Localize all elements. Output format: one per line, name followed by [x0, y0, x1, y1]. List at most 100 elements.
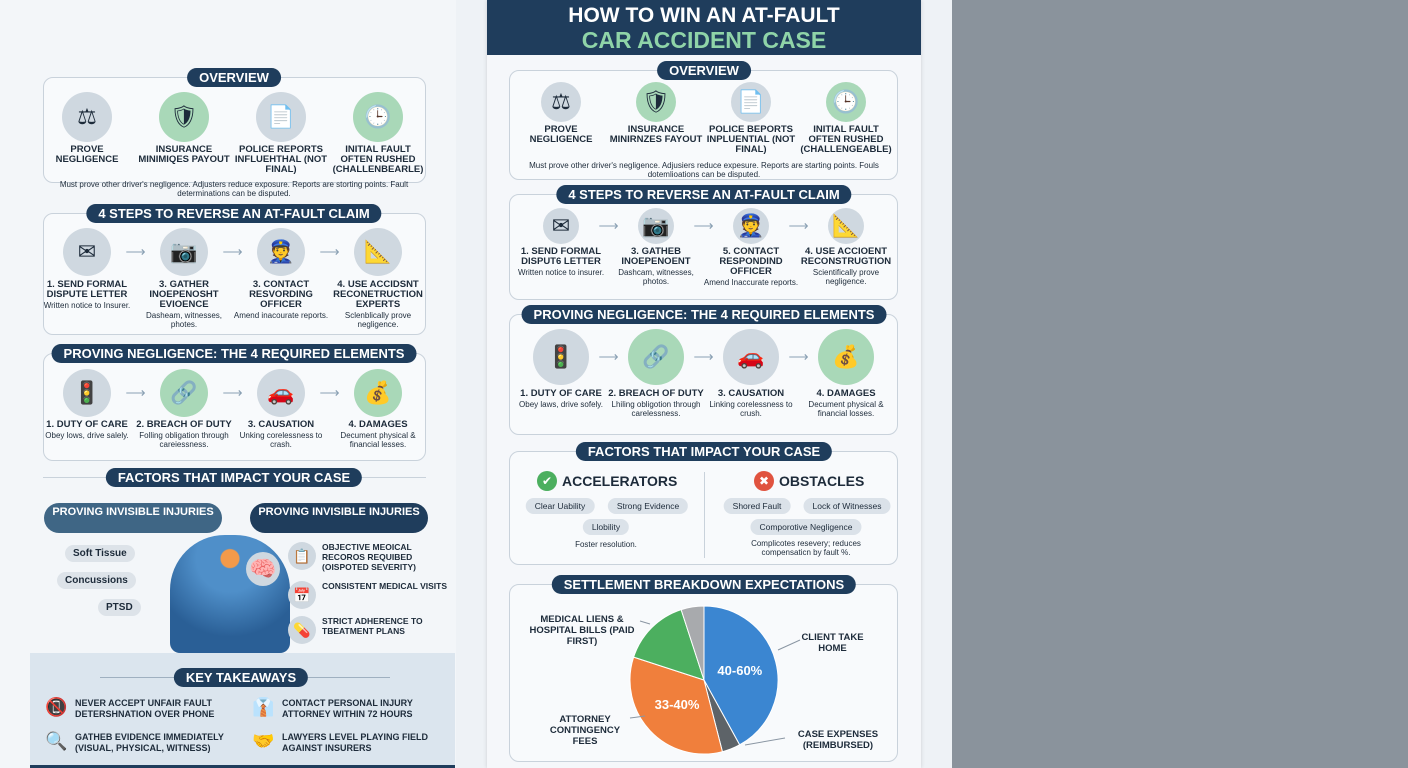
- negligence-item-desc: Linking corelessness to crush.: [709, 400, 793, 418]
- overview-item: INITIAL FAULT OFTEN RUSHED (CHALLENBEARL…: [330, 145, 426, 175]
- overview-item: PROVE NEGLIGENCE: [513, 125, 609, 145]
- steps-item: 3. GATHER INOEPENOSHT EVIOENCE Dasheam, w…: [136, 279, 232, 330]
- injury-proof-item: STRICT ADHERENCE TO TBEATMENT PLANS: [322, 616, 423, 636]
- document-icon: 📄: [731, 82, 771, 122]
- human-body-figure: [170, 535, 290, 653]
- overview-heading: OVERVIEW: [187, 68, 281, 87]
- negligence-item-label: 3. CAUSATION: [717, 388, 785, 399]
- negligence-item: 1. DUTY OF CARE Obey lows, drive salely.: [39, 419, 135, 441]
- steps-item-label: 3. CONTACT RESVORDING OFFICER: [249, 279, 313, 310]
- arrow-right-icon: ⟶: [125, 243, 146, 260]
- invisible-injuries-pill-right: PROVING INVISIBLE INJURIES: [250, 503, 428, 533]
- overview-heading: OVERVIEW: [657, 61, 751, 80]
- arrow-right-icon: ⟶: [319, 384, 340, 401]
- invisible-injuries-pill-left: PROVING INVISIBLE INJURIES: [44, 503, 222, 533]
- negligence-item-label: 1. DUTY OF CARE: [46, 419, 128, 430]
- negligence-item-label: 2. BREACH OF DUTY: [608, 388, 704, 399]
- car-crash-icon: 🚗: [723, 329, 779, 385]
- traffic-light-icon: 🚦: [63, 369, 111, 417]
- envelope-icon: ✉: [63, 228, 111, 276]
- steps-item-label: 5. CONTACT RESPONDIND OFFICER: [719, 246, 783, 277]
- arrow-right-icon: ⟶: [598, 348, 619, 365]
- shield-icon: 🛡: [636, 82, 676, 122]
- injury-proof-item: CONSISTENT MEDICAL VISITS: [322, 581, 447, 591]
- x-circle-icon: ✖: [754, 471, 774, 491]
- pie-category-label: CLIENT TAKE HOME: [801, 632, 864, 654]
- injury-proof-item: OBJECTIVE MEOICAL RECOROS REQUIBED (OISP…: [322, 542, 416, 572]
- title-line1: HOW TO WIN AN AT-FAULT: [568, 4, 840, 27]
- title-banner: HOW TO WIN AN AT-FAULT CAR ACCIDENT CASE: [487, 0, 921, 55]
- negligence-item: 2. BREACH OF DUTY Lhiling obligotion thro…: [608, 388, 704, 419]
- negligence-item-desc: Decument physical & financial lesses.: [340, 431, 416, 449]
- injury-tag: Concussions: [57, 572, 136, 589]
- overview-caption: Must prove other driver's negligence. Ad…: [59, 180, 409, 198]
- negligence-item-desc: Lhiling obligotion through carelessness.: [611, 400, 701, 418]
- car-crash-icon: 🚗: [257, 369, 305, 417]
- arrow-right-icon: ⟶: [319, 243, 340, 260]
- pie-category-label: CASE EXPENSES (REIMBURSED): [797, 729, 879, 751]
- steps-item: 3. CONTACT RESVORDING OFFICER Amend inaco…: [233, 279, 329, 321]
- injury-tag: Soft Tissue: [65, 545, 135, 562]
- steps-heading: 4 STEPS TO REVERSE AN AT-FAULT CLAIM: [556, 185, 852, 204]
- pie-data-label: 40-60%: [717, 662, 763, 678]
- steps-item-label: 3. GATHER INOEPENOSHT EVIOENCE: [149, 279, 219, 310]
- negligence-item: 2. BREACH OF DUTY Folling obligation thro…: [136, 420, 232, 450]
- pie-category-label: ATTORNEY CONTINGENCY FEES: [549, 714, 621, 747]
- injury-tag: PTSD: [98, 599, 141, 616]
- arrow-right-icon: ⟶: [222, 384, 243, 401]
- handshake-icon: 🤝: [252, 731, 275, 751]
- steps-item: 3. GATHEB INOEPENOENT Dashcam, witnesses,…: [608, 247, 704, 287]
- factors-divider: [704, 472, 705, 558]
- magnifier-icon: 🔍: [45, 731, 68, 751]
- overview-item: INSURANCE MINIRNZES FAYOUT: [608, 125, 704, 145]
- overview-item: INSURANCE MINIMIQES PAYOUT: [136, 145, 232, 165]
- scales-icon: ⚖: [541, 82, 581, 122]
- pie-data-label: 33-40%: [654, 697, 700, 713]
- obstacle-chip: Lock of Witnesses: [803, 498, 891, 514]
- envelope-icon: ✉: [543, 208, 579, 244]
- officer-icon: 👮: [733, 208, 769, 244]
- overview-item-label: PROVE NEGLIGENCE: [55, 144, 119, 165]
- overview-item: POLICE BEPORTS INPLUENTIAL (NOT FINAL): [703, 125, 799, 155]
- money-bag-icon: 💰: [354, 369, 402, 417]
- arrow-right-icon: ⟶: [598, 217, 619, 234]
- negligence-item-desc: Decument physical & financial losses.: [808, 400, 884, 418]
- title-line2: CAR ACCIDENT CASE: [581, 27, 827, 53]
- steps-item-desc: Written notice to Insurer.: [43, 301, 131, 310]
- check-circle-icon: ✔: [537, 471, 557, 491]
- negligence-item-label: 4. DAMAGES: [816, 388, 876, 399]
- steps-item-label: 1. SEND FORMAL DISPUTE LETTER: [46, 279, 128, 300]
- steps-item-desc: Dashcam, witnesses, photos.: [618, 268, 694, 286]
- takeaway-item: NEVER ACCEPT UNFAIR FAULT DETERSHNATION …: [75, 698, 215, 719]
- camera-icon: 📷: [160, 228, 208, 276]
- money-bag-icon: 💰: [818, 329, 874, 385]
- overview-item-label: INSURANCE MINIRNZES FAYOUT: [609, 124, 703, 145]
- steps-item: 1. SEND FORMAL DISPUTE LETTER Written not…: [39, 279, 135, 311]
- attorney-icon: 👔: [252, 697, 275, 717]
- negligence-item-label: 1. DUTY OF CARE: [520, 388, 602, 399]
- negligence-item-desc: Unking corelessness to crash.: [239, 431, 323, 449]
- steps-item-label: 4. USE ACCIDSNT RECONETRUCTION EXPERTS: [333, 279, 423, 310]
- negligence-item-desc: Folling obligation through careiessness.: [139, 431, 229, 449]
- overview-item-label: POLICE BEPORTS INPLUENTIAL (NOT FINAL): [706, 124, 796, 155]
- settlement-heading: SETTLEMENT BREAKDOWN EXPECTATIONS: [551, 575, 857, 594]
- shield-icon: 🛡: [159, 92, 209, 142]
- overview-item-label: PROVE NEGLIGENCE: [529, 124, 593, 145]
- arrow-right-icon: ⟶: [125, 384, 146, 401]
- negligence-item-desc: Obey laws, drive sofely.: [519, 400, 603, 409]
- arrow-right-icon: ⟶: [693, 348, 714, 365]
- obstacles-caption: Complicotes resevery; reduces compensati…: [751, 539, 861, 557]
- factors-heading: FACTORS THAT IMPACT YOUR CASE: [575, 442, 833, 461]
- steps-item: 4. USE ACCIOENT RECONSTRUGTION Scientific…: [798, 246, 894, 287]
- broken-chain-icon: 🔗: [628, 329, 684, 385]
- pie-category-label: MEDICAL LIENS & HOSPITAL BILLS (PAID FIR…: [529, 614, 635, 647]
- steps-item-label: 4. USE ACCIOENT RECONSTRUGTION: [800, 246, 892, 267]
- obstacles-title: OBSTACLES: [779, 473, 865, 489]
- negligence-item: 3. CAUSATION Linking corelessness to crus…: [703, 388, 799, 419]
- factors-heading: FACTORS THAT IMPACT YOUR CASE: [105, 468, 363, 487]
- overview-item: INITIAL FAULT OFTEN RUSHED (CHALLENGEABL…: [798, 125, 894, 155]
- blueprint-icon: 📐: [354, 228, 402, 276]
- negligence-item-label: 3. CAUSATION: [247, 419, 315, 430]
- negligence-item: 4. DAMAGES Decument physical & financial …: [798, 388, 894, 419]
- accelerators-title: ACCELERATORS: [562, 473, 678, 489]
